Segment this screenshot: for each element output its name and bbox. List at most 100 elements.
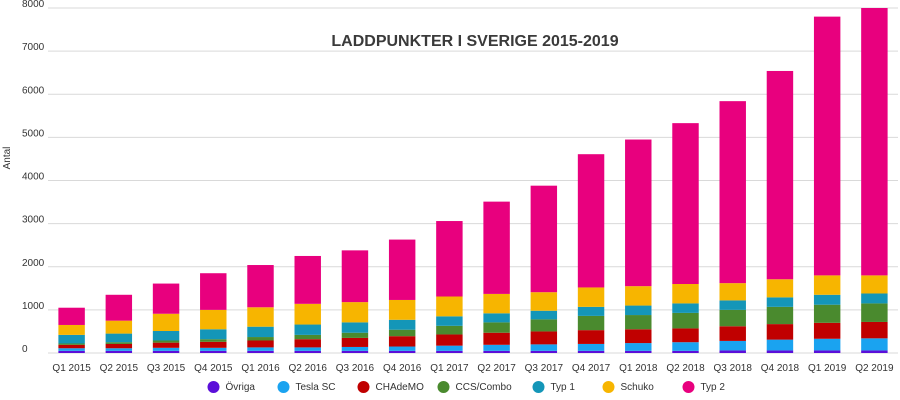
bar-segment (105, 348, 133, 351)
bar-segment (483, 350, 510, 353)
legend-label: CCS/Combo (456, 382, 513, 393)
legend-marker (357, 381, 370, 393)
bar-segment (58, 348, 85, 351)
x-tick-label: Q4 2018 (761, 363, 800, 374)
bar-segment (766, 324, 794, 340)
bar-segment (200, 347, 227, 351)
chart-title: LADDPUNKTER I SVERIGE 2015-2019 (331, 33, 618, 50)
legend-label: Övriga (226, 381, 256, 393)
bar-segment (247, 265, 274, 308)
bar-segment (766, 70, 794, 280)
bar-segment (341, 346, 369, 351)
bar-segment (813, 275, 841, 295)
bar-segment (200, 339, 227, 342)
x-axis-ticks: Q1 2015 Q2 2015 Q3 2015 Q4 2015 Q1 2016 Q2 20… (52, 363, 894, 374)
bar-segment (530, 292, 558, 311)
bar-segment (294, 334, 321, 340)
x-tick-label: Q2 2016 (289, 363, 328, 374)
bar-segment (672, 123, 699, 284)
bar-segment (294, 303, 321, 325)
bar-segment (625, 350, 652, 353)
y-tick-label: 1000 (22, 301, 45, 312)
bar-segment (530, 185, 558, 293)
legend-marker (532, 381, 545, 393)
bar-segment (294, 339, 321, 348)
bar-segment (247, 340, 274, 348)
x-tick-label: Q1 2017 (430, 363, 469, 374)
bar-segment (58, 307, 85, 325)
bar-segment (577, 330, 605, 344)
bar-segment (861, 350, 888, 353)
x-tick-label: Q3 2015 (147, 363, 186, 374)
bar-segment (483, 344, 510, 351)
bar-segment (577, 306, 605, 316)
bars (58, 8, 888, 353)
x-tick-label: Q3 2018 (714, 363, 753, 374)
bar-segment (766, 339, 794, 351)
bar-segment (672, 328, 699, 343)
bar-segment (483, 313, 510, 323)
bar-segment (719, 350, 746, 353)
bar-segment (813, 16, 841, 276)
x-tick-label: Q4 2015 (194, 363, 233, 374)
bar-segment (105, 343, 133, 349)
bar-segment (861, 293, 888, 304)
bar-segment (388, 319, 416, 330)
y-axis-ticks: 0 1000 2000 3000 4000 5000 6000 7000 8000 (22, 0, 45, 355)
bar-segment (200, 350, 227, 353)
x-tick-label: Q2 2019 (855, 363, 894, 374)
bar-segment (58, 334, 85, 344)
legend: Övriga Tesla SC CHAdeMO CCS/Combo Typ 1 Schuk… (207, 381, 725, 393)
bar-segment (105, 333, 133, 343)
bar-segment (577, 154, 605, 288)
x-tick-label: Q1 2016 (241, 363, 280, 374)
bar-segment (577, 343, 605, 351)
bar-segment (388, 329, 416, 337)
x-tick-label: Q1 2018 (619, 363, 658, 374)
bar-segment (294, 255, 321, 304)
bar-segment (436, 221, 463, 297)
grid-lines (48, 7, 898, 354)
bar-segment (436, 334, 463, 346)
bar-segment (530, 344, 558, 351)
y-tick-label: 2000 (22, 258, 45, 269)
bar-segment (105, 350, 133, 353)
bar-segment (152, 283, 180, 314)
y-tick-label: 6000 (22, 85, 45, 96)
legend-label: CHAdeMO (376, 382, 425, 393)
bar-segment (813, 294, 841, 305)
y-tick-label: 8000 (22, 0, 45, 10)
bar-segment (388, 346, 416, 351)
bar-segment (861, 321, 888, 339)
bar-segment (483, 332, 510, 345)
bar-segment (436, 350, 463, 353)
bar-segment (625, 286, 652, 306)
bar-segment (341, 337, 369, 347)
bar-segment (813, 350, 841, 353)
x-tick-label: Q3 2017 (525, 363, 564, 374)
bar-segment (152, 313, 180, 332)
bar-segment (247, 347, 274, 351)
bar-segment (861, 338, 888, 351)
bar-segment (483, 293, 510, 314)
bar-segment (341, 302, 369, 323)
bar-segment (341, 322, 369, 333)
y-tick-label: 0 (22, 344, 28, 355)
bar-segment (247, 337, 274, 341)
bar-segment (341, 332, 369, 338)
bar-segment (105, 320, 133, 334)
bar-segment (672, 350, 699, 353)
bar-segment (200, 309, 227, 330)
y-axis-label: Antal (2, 147, 13, 170)
y-tick-label: 5000 (22, 128, 45, 139)
bar-segment (861, 8, 888, 276)
bar-segment (813, 338, 841, 351)
bar-segment (341, 250, 369, 303)
x-tick-label: Q1 2015 (52, 363, 91, 374)
bar-segment (813, 304, 841, 323)
bar-segment (152, 347, 180, 351)
legend-marker (682, 381, 695, 393)
bar-segment (152, 331, 180, 341)
x-tick-label: Q3 2016 (336, 363, 375, 374)
